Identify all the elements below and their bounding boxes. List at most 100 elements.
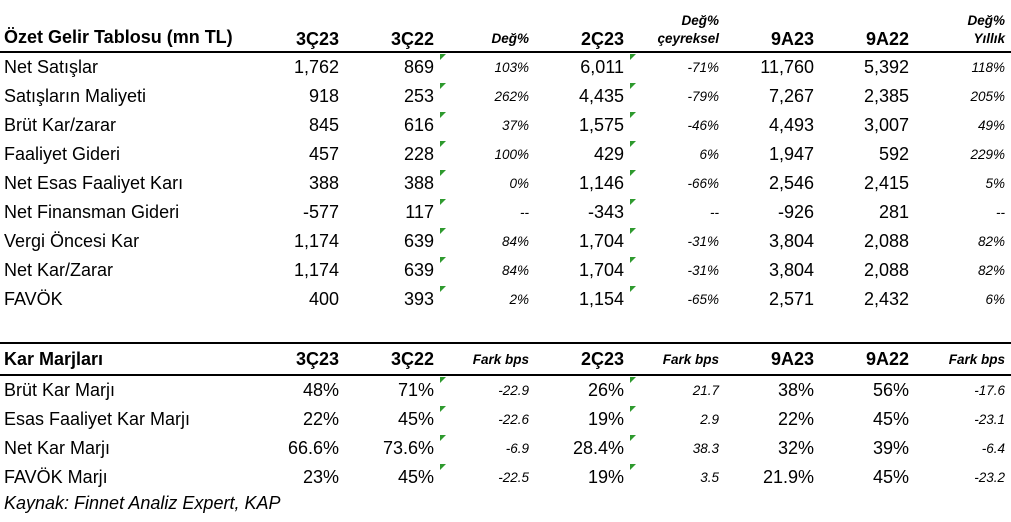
cell-value: 3.5 (630, 463, 725, 492)
cell-value: -79% (630, 82, 725, 111)
cell-marker-icon (630, 83, 636, 89)
cell-value: 19% (587, 467, 624, 487)
cell-value: 205% (970, 89, 1005, 104)
cell-value: 388 (403, 173, 434, 193)
cell-value: 7,267 (768, 86, 814, 106)
cell-value: 393 (403, 289, 434, 309)
cell-value: -343 (587, 202, 624, 222)
column-header-top: Değ% (967, 13, 1005, 28)
column-header-bottom: 3Ç23 (295, 29, 339, 49)
cell-value: -- (630, 198, 725, 227)
cell-value: 2,088 (863, 231, 909, 251)
cell-value: 84% (440, 227, 535, 256)
column-header-bottom: 3Ç22 (390, 29, 434, 49)
cell-value: 82% (977, 234, 1005, 249)
column-header-top: Değ% (681, 13, 719, 28)
cell-value: -66% (630, 169, 725, 198)
cell-marker-icon (630, 141, 636, 147)
cell-value: 2,571 (768, 289, 814, 309)
cell-marker-icon (440, 170, 446, 176)
cell-value: 11,760 (760, 57, 814, 77)
row-label: Net Satışlar (4, 57, 99, 77)
cell-marker-icon (630, 112, 636, 118)
cell-value: 4,493 (768, 115, 814, 135)
cell-value: 19% (587, 409, 624, 429)
cell-marker-icon (440, 257, 446, 263)
cell-value: -577 (302, 202, 339, 222)
cell-value: 918 (308, 86, 339, 106)
cell-value: 73.6% (382, 438, 434, 458)
cell-value: 616 (403, 115, 434, 135)
table-row: Brüt Kar Marjı 48% 71% -22.9 26% 21.7 38% 56% -1… (0, 375, 1011, 405)
column-header-bottom: 9A22 (865, 29, 909, 49)
row-label: Net Kar Marjı (4, 438, 111, 458)
cell-value: 103% (440, 52, 535, 82)
cell-value: 118% (971, 60, 1005, 75)
cell-value: 4,435 (578, 86, 624, 106)
cell-marker-icon (440, 435, 446, 441)
cell-value: 228 (403, 144, 434, 164)
table-row: Brüt Kar/zarar 845 616 37% 1,575 -46% 4,493 3,0… (0, 111, 1011, 140)
income-statement-table: Özet Gelir Tablosu (mn TL) 3Ç23 3Ç22 Değ% 2Ç… (0, 2, 1011, 314)
row-label: Satışların Maliyeti (4, 86, 147, 106)
cell-value: 45% (397, 409, 434, 429)
cell-value: 3,007 (863, 115, 909, 135)
cell-value: -- (996, 205, 1005, 220)
cell-value: 2,088 (863, 260, 909, 280)
row-label: Brüt Kar/zarar (4, 115, 117, 135)
cell-value: 82% (977, 263, 1005, 278)
cell-value: 0% (440, 169, 535, 198)
cell-value: 2,415 (863, 173, 909, 193)
cell-value: -23.1 (974, 412, 1005, 427)
cell-value: 1,947 (768, 144, 814, 164)
cell-value: 32% (777, 438, 814, 458)
cell-value: -71% (630, 52, 725, 82)
cell-value: 21.7 (630, 375, 725, 405)
column-header-bottom: 9A23 (770, 29, 814, 49)
cell-value: 48% (302, 380, 339, 400)
row-label: Net Finansman Gideri (4, 202, 180, 222)
row-label: Vergi Öncesi Kar (4, 231, 140, 251)
column-header: Fark bps (630, 343, 725, 376)
cell-value: 1,575 (578, 115, 624, 135)
column-header-bottom: Yıllık (973, 31, 1005, 46)
cell-value: 45% (397, 467, 434, 487)
cell-value: -22.9 (440, 375, 535, 405)
source-note: Kaynak: Finnet Analiz Expert, KAP (4, 493, 281, 513)
cell-value: -23.2 (974, 470, 1005, 485)
cell-marker-icon (630, 170, 636, 176)
cell-marker-icon (440, 377, 446, 383)
cell-marker-icon (440, 54, 446, 60)
cell-value: 28.4% (572, 438, 624, 458)
cell-value: 6,011 (580, 57, 624, 77)
cell-value: -926 (777, 202, 814, 222)
cell-marker-icon (440, 228, 446, 234)
cell-marker-icon (630, 435, 636, 441)
row-label: FAVÖK (4, 289, 63, 309)
cell-value: 2,432 (863, 289, 909, 309)
cell-value: 1,154 (578, 289, 624, 309)
row-label: Net Esas Faaliyet Karı (4, 173, 184, 193)
income-table-title: Özet Gelir Tablosu (mn TL) (0, 2, 260, 53)
table-row: FAVÖK 400 393 2% 1,154 -65% 2,571 2,432 6% (0, 285, 1011, 314)
column-header: 3Ç22 (345, 343, 440, 376)
column-header: Değ% çeyreksel (630, 2, 725, 53)
margin-table: Kar Marjları 3Ç23 3Ç22 Fark bps 2Ç23 Fark bps… (0, 342, 1011, 492)
row-label: Net Kar/Zarar (4, 260, 114, 280)
cell-value: 71% (397, 380, 434, 400)
cell-marker-icon (440, 286, 446, 292)
column-header-bottom: Değ% (491, 31, 529, 46)
cell-value: 869 (403, 57, 434, 77)
cell-value: 845 (308, 115, 339, 135)
table-row: Net Kar/Zarar 1,174 639 84% 1,704 -31% 3,804 2,… (0, 256, 1011, 285)
cell-value: 22% (777, 409, 814, 429)
row-label: FAVÖK Marjı (4, 467, 108, 487)
column-header: 2Ç23 (535, 343, 630, 376)
cell-value: -46% (630, 111, 725, 140)
cell-value: -22.5 (440, 463, 535, 492)
row-label: Brüt Kar Marjı (4, 380, 116, 400)
cell-marker-icon (630, 228, 636, 234)
cell-value: 66.6% (287, 438, 339, 458)
cell-value: 100% (440, 140, 535, 169)
